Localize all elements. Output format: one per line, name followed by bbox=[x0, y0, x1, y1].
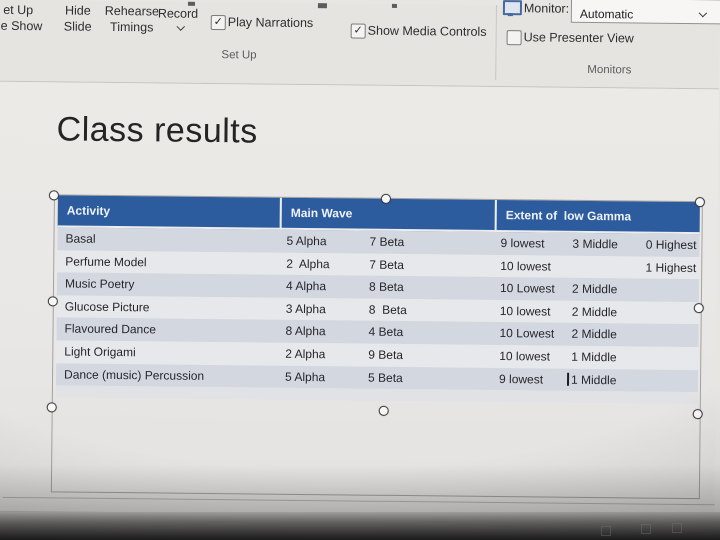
cell-lowest[interactable]: 9 lowest bbox=[500, 236, 545, 251]
monitor-icon bbox=[502, 0, 523, 16]
chevron-down-icon[interactable] bbox=[177, 24, 184, 31]
button-label: et Up bbox=[3, 2, 34, 18]
use-presenter-view-checkbox[interactable] bbox=[506, 30, 522, 46]
header-cell-extent[interactable]: Extent of low Gamma bbox=[494, 199, 700, 235]
record-button[interactable]: Record bbox=[158, 5, 198, 21]
cell-alpha[interactable]: 5 Alpha bbox=[286, 233, 327, 249]
cell-alpha[interactable]: 8 Alpha bbox=[285, 324, 326, 339]
cell-activity[interactable]: Dance (music) Percussion bbox=[64, 367, 205, 383]
cell-beta[interactable]: 7 Beta bbox=[369, 234, 405, 250]
use-presenter-view-label: Use Presenter View bbox=[523, 30, 634, 46]
resize-handle-top-right[interactable] bbox=[694, 197, 705, 208]
taskbar-icon[interactable] bbox=[601, 526, 611, 536]
cell-highest[interactable] bbox=[637, 279, 699, 302]
cell-alpha[interactable]: 5 Alpha bbox=[285, 369, 326, 384]
rehearse-timings-button[interactable]: Rehearse Timings bbox=[103, 3, 161, 36]
cell-middle[interactable]: 1 Middle bbox=[571, 349, 617, 365]
cell-highest[interactable]: 1 Highest bbox=[645, 260, 697, 275]
cell-activity[interactable]: Perfume Model bbox=[65, 254, 147, 269]
cell-lowest[interactable]: 10 lowest bbox=[500, 258, 552, 274]
text-caret bbox=[566, 372, 569, 386]
cropped-icon-fragment bbox=[317, 3, 327, 9]
cell-middle[interactable]: 2 Middle bbox=[571, 327, 617, 342]
monitors-group-label: Monitors bbox=[587, 63, 632, 77]
play-narrations-label: Play Narrations bbox=[227, 15, 314, 31]
cell-beta[interactable]: 9 Beta bbox=[368, 347, 404, 362]
play-narrations-checkbox[interactable]: ✓ bbox=[210, 14, 226, 31]
cell-middle[interactable]: 3 Middle bbox=[572, 236, 618, 252]
cell-lowest[interactable]: 9 lowest bbox=[498, 371, 544, 387]
slide-title[interactable]: Class results bbox=[56, 110, 258, 151]
chevron-down-icon[interactable] bbox=[699, 10, 706, 17]
resize-handle-top-middle[interactable] bbox=[380, 193, 391, 204]
cell-beta[interactable]: 4 Beta bbox=[368, 325, 404, 340]
show-media-controls-checkbox[interactable]: ✓ bbox=[350, 23, 366, 39]
taskbar-icon[interactable] bbox=[641, 524, 651, 534]
setup-group-label: Set Up bbox=[221, 49, 257, 62]
check-icon: ✓ bbox=[353, 24, 363, 37]
hide-slide-button[interactable]: Hide Slide bbox=[58, 2, 98, 34]
resize-handle-top-left[interactable] bbox=[48, 190, 60, 201]
resize-handle-middle-right[interactable] bbox=[693, 303, 704, 314]
button-label: Rehearse bbox=[104, 3, 160, 19]
resize-handle-middle-left[interactable] bbox=[47, 296, 58, 307]
button-label: de Show bbox=[0, 18, 43, 34]
cell-middle[interactable] bbox=[566, 255, 637, 278]
cell-highest[interactable] bbox=[637, 301, 699, 324]
slide-canvas: Class results Activity Main Wave Extent … bbox=[0, 81, 720, 540]
cell-beta[interactable]: 5 Beta bbox=[367, 370, 403, 385]
cell-activity[interactable]: Flavoured Dance bbox=[64, 321, 157, 337]
cell-highest[interactable] bbox=[636, 324, 698, 347]
cell-middle[interactable]: 2 Middle bbox=[571, 281, 618, 297]
check-icon: ✓ bbox=[213, 16, 223, 29]
resize-handle-bottom-left[interactable] bbox=[46, 402, 57, 413]
button-label: Slide bbox=[63, 19, 92, 34]
cell-lowest[interactable]: 10 lowest bbox=[499, 349, 551, 364]
cell-activity[interactable]: Basal bbox=[65, 231, 96, 246]
ribbon-slideshow-tab: et Up de Show Hide Slide Rehearse Timings R… bbox=[0, 0, 720, 90]
button-label: Hide bbox=[64, 3, 91, 18]
cell-middle[interactable]: 1 Middle bbox=[570, 372, 617, 387]
cell-activity[interactable]: Light Origami bbox=[64, 344, 136, 360]
cell-alpha[interactable]: 2 Alpha bbox=[285, 346, 326, 362]
set-up-slide-show-button[interactable]: et Up de Show bbox=[0, 2, 43, 35]
ribbon-group-divider bbox=[495, 4, 497, 80]
cell-lowest[interactable]: 10 Lowest bbox=[499, 326, 555, 341]
taskbar-icon[interactable] bbox=[672, 523, 682, 533]
cell-lowest[interactable]: 10 lowest bbox=[499, 303, 551, 319]
button-label: Timings bbox=[109, 19, 154, 35]
cell-alpha[interactable]: 2 Alpha bbox=[286, 256, 330, 271]
cell-lowest[interactable]: 10 Lowest bbox=[499, 281, 555, 296]
results-table: Activity Main Wave Extent of low Gamma B… bbox=[55, 195, 700, 405]
show-media-controls-label: Show Media Controls bbox=[367, 23, 487, 39]
cell-middle[interactable]: 2 Middle bbox=[571, 304, 618, 320]
resize-handle-bottom-right[interactable] bbox=[692, 409, 703, 420]
cell-activity[interactable]: Music Poetry bbox=[64, 276, 135, 292]
cell-beta[interactable]: 8 Beta bbox=[368, 302, 407, 317]
monitor-dropdown-value: Automatic bbox=[579, 6, 634, 22]
cell-highest[interactable] bbox=[636, 369, 698, 392]
cell-highest[interactable]: 0 Highest bbox=[645, 237, 697, 253]
cell-highest[interactable] bbox=[636, 346, 698, 369]
cell-alpha[interactable]: 3 Alpha bbox=[285, 301, 326, 317]
cropped-icon-fragment bbox=[391, 3, 397, 8]
button-label: Record bbox=[157, 6, 199, 21]
cell-activity[interactable]: Glucose Picture bbox=[64, 299, 150, 315]
cell-beta[interactable]: 8 Beta bbox=[368, 279, 404, 295]
cell-alpha[interactable]: 4 Alpha bbox=[285, 278, 327, 294]
screen-bottom-bezel bbox=[0, 512, 720, 540]
monitor-label: Monitor: bbox=[523, 1, 570, 16]
resize-handle-bottom-middle[interactable] bbox=[378, 405, 389, 416]
cell-beta[interactable]: 7 Beta bbox=[369, 257, 405, 272]
header-cell-activity[interactable]: Activity bbox=[57, 195, 280, 230]
